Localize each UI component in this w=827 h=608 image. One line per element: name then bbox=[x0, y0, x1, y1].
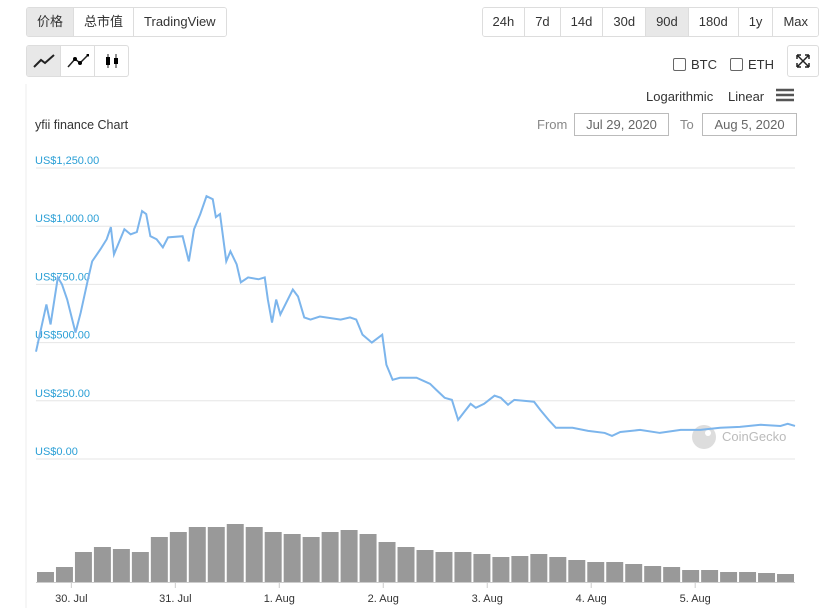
volume-bar bbox=[37, 572, 54, 582]
y-tick-label: US$0.00 bbox=[35, 446, 78, 458]
y-tick-label: US$1,000.00 bbox=[35, 213, 99, 225]
volume-bar bbox=[492, 557, 510, 582]
range-button[interactable]: Max bbox=[773, 8, 818, 36]
to-input[interactable]: Aug 5, 2020 bbox=[702, 113, 797, 136]
fullscreen-button[interactable] bbox=[787, 45, 819, 77]
checkbox-label: ETH bbox=[748, 57, 774, 72]
volume-bar bbox=[302, 537, 320, 582]
volume-bar bbox=[207, 527, 225, 582]
volume-bar bbox=[663, 567, 681, 582]
checkbox-box[interactable] bbox=[730, 58, 743, 71]
range-button[interactable]: 24h bbox=[482, 8, 526, 36]
line-icon[interactable] bbox=[27, 46, 61, 76]
volume-bar bbox=[150, 537, 168, 582]
volume-bar bbox=[245, 527, 263, 582]
checkbox-box[interactable] bbox=[673, 58, 686, 71]
x-tick-label: 1. Aug bbox=[264, 593, 295, 605]
volume-bar bbox=[378, 542, 396, 582]
tab[interactable]: 价格 bbox=[27, 8, 75, 36]
volume-bar bbox=[720, 572, 738, 582]
y-tick-label: US$750.00 bbox=[35, 271, 90, 283]
x-tick-label: 5. Aug bbox=[680, 593, 711, 605]
volume-bar bbox=[606, 562, 624, 582]
range-group: 24h 7d 14d 30d 90d 180d 1y Max bbox=[481, 7, 819, 37]
volume-bar bbox=[74, 552, 92, 582]
volume-bar bbox=[112, 549, 130, 582]
scale-option[interactable]: Logarithmic bbox=[646, 89, 714, 104]
volume-bar bbox=[416, 550, 434, 582]
from-input[interactable]: Jul 29, 2020 bbox=[574, 113, 669, 136]
volume-bar bbox=[435, 552, 453, 582]
y-tick-label: US$250.00 bbox=[35, 388, 90, 400]
volume-bar bbox=[568, 560, 586, 582]
y-tick-label: US$500.00 bbox=[35, 330, 90, 342]
volume-bar bbox=[55, 567, 73, 582]
volume-bar bbox=[511, 556, 529, 582]
checkbox-label: BTC bbox=[691, 57, 717, 72]
volume-bar bbox=[283, 534, 301, 582]
volume-bar bbox=[625, 564, 643, 582]
compare-checkbox[interactable]: ETH bbox=[730, 57, 774, 72]
x-tick-label: 3. Aug bbox=[472, 593, 503, 605]
volume-bar bbox=[549, 557, 567, 582]
volume-bar bbox=[226, 524, 244, 582]
volume-bar bbox=[188, 527, 206, 582]
volume-bar bbox=[473, 554, 491, 582]
watermark-text: CoinGecko bbox=[722, 429, 786, 444]
x-tick-label: 2. Aug bbox=[368, 593, 399, 605]
menu-icon[interactable] bbox=[776, 88, 794, 107]
scale-option[interactable]: Linear bbox=[728, 89, 765, 104]
volume-bar bbox=[701, 570, 719, 582]
tab-group: 价格 总市值 TradingView bbox=[26, 7, 227, 37]
candle-icon[interactable] bbox=[95, 46, 128, 76]
volume-bar bbox=[758, 573, 776, 582]
volume-bar bbox=[397, 547, 415, 582]
range-button[interactable]: 180d bbox=[688, 8, 739, 36]
range-button[interactable]: 7d bbox=[525, 8, 561, 36]
watermark: CoinGecko bbox=[692, 425, 786, 449]
price-line bbox=[35, 194, 796, 438]
tab[interactable]: 总市值 bbox=[74, 8, 135, 36]
volume-bar bbox=[131, 552, 149, 582]
range-button[interactable]: 90d bbox=[646, 8, 689, 36]
x-tick-label: 30. Jul bbox=[55, 593, 87, 605]
volume-bar bbox=[93, 547, 111, 582]
x-tick-label: 31. Jul bbox=[159, 593, 191, 605]
range-button[interactable]: 14d bbox=[560, 8, 604, 36]
volume-bar bbox=[340, 530, 358, 582]
to-label: To bbox=[680, 117, 694, 132]
range-button[interactable]: 30d bbox=[603, 8, 647, 36]
volume-bar bbox=[321, 532, 339, 582]
volume-bar bbox=[454, 552, 472, 582]
volume-bar bbox=[264, 532, 282, 582]
chart-type-group bbox=[26, 45, 129, 77]
volume-bar bbox=[587, 562, 605, 582]
x-tick-label: 4. Aug bbox=[576, 593, 607, 605]
volume-bar bbox=[169, 532, 187, 582]
point-icon[interactable] bbox=[61, 46, 95, 76]
volume-bar bbox=[530, 554, 548, 582]
range-button[interactable]: 1y bbox=[738, 8, 774, 36]
volume-bar bbox=[777, 574, 794, 582]
compare-checkbox[interactable]: BTC bbox=[673, 57, 717, 72]
from-label: From bbox=[537, 117, 568, 132]
chart-title: yfii finance Chart bbox=[35, 118, 129, 132]
volume-bar bbox=[739, 572, 757, 582]
volume-bar bbox=[682, 570, 700, 582]
y-tick-label: US$1,250.00 bbox=[35, 155, 99, 167]
volume-bar bbox=[644, 566, 662, 582]
volume-bar bbox=[359, 534, 377, 582]
tab[interactable]: TradingView bbox=[134, 8, 226, 36]
